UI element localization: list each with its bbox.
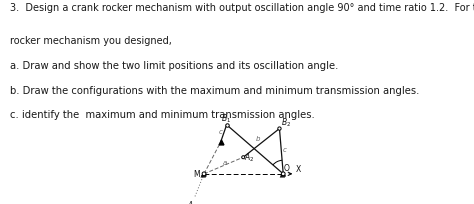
Circle shape (282, 172, 285, 176)
Text: $A_2$: $A_2$ (244, 151, 255, 163)
Circle shape (202, 172, 206, 176)
Text: $B_1$: $B_1$ (221, 112, 231, 124)
Text: c: c (283, 146, 286, 152)
Text: O: O (283, 163, 290, 172)
Text: b. Draw the configurations with the maximum and minimum transmission angles.: b. Draw the configurations with the maxi… (10, 85, 420, 95)
Text: M: M (193, 169, 200, 178)
Text: 3.  Design a crank rocker mechanism with output oscillation angle 90° and time r: 3. Design a crank rocker mechanism with … (10, 3, 474, 13)
Text: a: a (222, 159, 227, 165)
Text: c: c (219, 128, 223, 134)
Text: c. identify the  maximum and minimum transmission angles.: c. identify the maximum and minimum tran… (10, 110, 315, 120)
Text: $B_2$: $B_2$ (282, 116, 292, 128)
Text: a. Draw and show the two limit positions and its oscillation angle.: a. Draw and show the two limit positions… (10, 61, 339, 71)
Circle shape (242, 156, 245, 159)
Text: rocker mechanism you designed,: rocker mechanism you designed, (10, 36, 173, 46)
Text: $A$: $A$ (187, 198, 194, 204)
Text: X: X (296, 164, 301, 173)
Text: b: b (256, 135, 261, 141)
Circle shape (278, 127, 281, 131)
